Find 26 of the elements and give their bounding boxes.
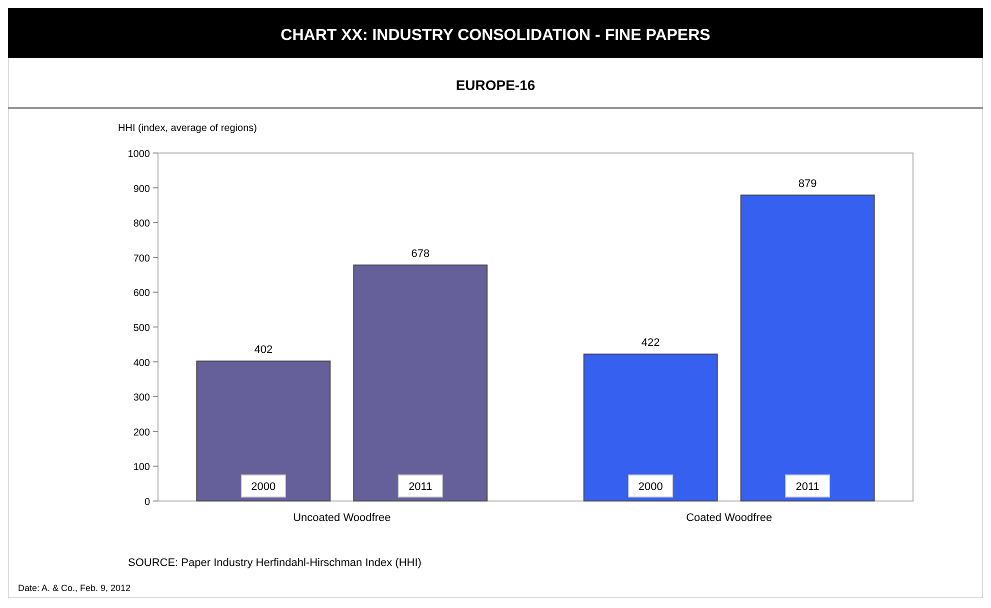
y-tick-label: 800	[133, 218, 150, 230]
series-label: 2000	[251, 481, 276, 493]
chart-title: CHART XX: INDUSTRY CONSOLIDATION - FINE PAPERS	[280, 27, 711, 44]
chart-subtitle: EUROPE-16	[456, 77, 536, 93]
source-note: SOURCE: Paper Industry Herfindahl-Hirschman Index (HHI)	[128, 557, 422, 569]
x-tick-label: Coated Woodfree	[686, 512, 772, 524]
y-tick-label: 400	[133, 358, 150, 369]
y-tick-label: 500	[133, 323, 150, 334]
data-label: 678	[411, 248, 430, 260]
y-tick-label: 900	[133, 184, 150, 195]
series-label: 2011	[408, 481, 432, 493]
y-tick-label: 0	[144, 497, 150, 508]
y-tick-label: 600	[133, 288, 150, 300]
x-tick-label: Uncoated Woodfree	[293, 512, 391, 524]
data-label: 402	[254, 344, 273, 356]
text: 2000	[638, 481, 663, 493]
y-tick-label: 700	[133, 253, 150, 264]
data-label: 422	[641, 337, 660, 350]
y-tick-label: 300	[133, 392, 150, 404]
y-axis-title: HHI (index, average of regions)	[118, 123, 257, 134]
y-tick-label: 100	[133, 462, 150, 474]
y-tick-label: 200	[133, 427, 150, 438]
text: 2011	[796, 481, 820, 493]
data-label: 879	[798, 178, 817, 190]
text: Date: A. & Co., Feb. 9, 2012	[18, 583, 131, 593]
y-tick-label: 1000	[128, 149, 150, 160]
